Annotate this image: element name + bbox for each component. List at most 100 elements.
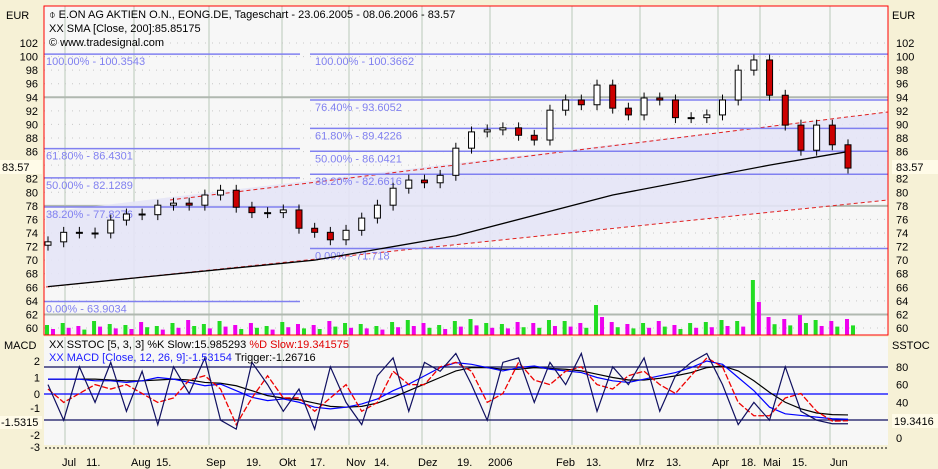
x-tick-label: 17. [310, 457, 325, 469]
volume-bar [641, 323, 646, 335]
candle-body [703, 114, 711, 119]
candle-body [656, 97, 664, 101]
volume-bar [600, 317, 605, 335]
y-tick-left: 72 [26, 242, 38, 254]
volume-bar [317, 329, 322, 335]
fib-label-right: 50.00% - 86.0421 [315, 153, 402, 165]
fib-label-right: 0.00% - 71.718 [315, 250, 390, 262]
volume-bar [766, 317, 771, 335]
x-tick-label: 13. [586, 457, 601, 469]
candle-body [609, 84, 617, 109]
volume-bar [280, 322, 285, 335]
volume-bar [66, 327, 71, 335]
volume-bar [647, 327, 652, 335]
candle-body [687, 117, 695, 120]
y-tick-left: 80 [26, 187, 38, 199]
candle-body [436, 174, 444, 184]
instrument-icon: ⌽ [49, 9, 59, 21]
candle-body [844, 144, 852, 169]
volume-bar [703, 322, 708, 335]
candle-body [311, 227, 319, 233]
x-tick-label: Mrz [636, 457, 654, 469]
volume-bar [343, 323, 348, 335]
fib-label-left: 61.80% - 86.4301 [46, 151, 133, 163]
x-tick-label: 14. [374, 457, 389, 469]
y-tick-right: 60 [896, 323, 908, 335]
macd-y-tick: -2 [30, 430, 40, 442]
volume-bar [468, 319, 473, 335]
candle-body [577, 99, 585, 106]
price-panel-border [43, 5, 889, 336]
y-tick-right: 74 [896, 228, 908, 240]
candle-body [75, 231, 83, 234]
volume-bar [333, 326, 338, 335]
x-tick-label: Okt [279, 457, 296, 469]
volume-bar [129, 329, 134, 335]
candle-body [122, 213, 130, 221]
volume-bar [139, 322, 144, 335]
y-tick-right: 86 [896, 147, 908, 159]
volume-bar [546, 320, 551, 335]
volume-bar [411, 326, 416, 335]
volume-bar [819, 326, 824, 335]
y-tick-right: 72 [896, 242, 908, 254]
candle-body [766, 59, 774, 96]
candle-body [546, 109, 554, 141]
channel-upper-line [169, 111, 889, 201]
candle-body [60, 231, 68, 243]
macd-y-tick: 0 [34, 389, 40, 401]
volume-bar [772, 324, 777, 335]
y-tick-right: 96 [896, 79, 908, 91]
volume-bar [113, 328, 118, 335]
y-tick-right: 94 [896, 92, 908, 104]
x-tick-label: Jul [62, 457, 76, 469]
sstoc-last-label: 19.3416 [894, 416, 934, 428]
chart-title: ⌽ E.ON AG AKTIEN O.N., EONG.DE, Tagescha… [49, 9, 456, 21]
volume-bar [421, 323, 426, 335]
candle-body [797, 124, 805, 151]
sstoc-legend[interactable]: XX SSTOC [5, 3, 3] %K Slow:15.985293 %D … [49, 339, 350, 351]
sma-200-line [47, 150, 849, 288]
volume-bar [672, 325, 677, 335]
candle-body [232, 189, 240, 208]
y-tick-left: 94 [26, 92, 38, 104]
candle-body [640, 97, 648, 116]
sstoc-d-line [47, 357, 849, 427]
candle-body [624, 107, 632, 116]
fib-label-right: 76.40% - 93.6052 [315, 102, 402, 114]
macd-y-tick: 1 [34, 373, 40, 385]
volume-bar [829, 321, 834, 335]
candle-body [342, 229, 350, 241]
volume-bar [217, 321, 222, 335]
volume-bar [688, 323, 693, 335]
volume-bar [349, 327, 354, 335]
volume-bar [239, 329, 244, 335]
volume-bar [484, 323, 489, 335]
volume-bar [531, 323, 536, 335]
x-tick-label: Feb [556, 457, 575, 469]
volume-bar [192, 326, 197, 335]
volume-bar [694, 327, 699, 335]
candle-body [201, 194, 209, 206]
volume-bar [207, 328, 212, 335]
candle-body [781, 94, 789, 126]
sma-legend[interactable]: XX SMA [Close, 200]:85.85175 [49, 23, 201, 35]
volume-bar [452, 321, 457, 335]
y-tick-left: 102 [20, 38, 38, 50]
volume-bar [709, 327, 714, 335]
volume-bar [735, 321, 740, 335]
last-price-left: 83.57 [2, 162, 30, 174]
volume-bar [286, 327, 291, 335]
candle-body [593, 84, 601, 106]
volume-bar [741, 326, 746, 335]
fib-label-right: 61.80% - 89.4226 [315, 130, 402, 142]
volume-bar [782, 319, 787, 335]
macd-legend[interactable]: XX MACD [Close, 12, 26, 9]:-1.53154 Trig… [49, 352, 316, 364]
x-tick-label: Mai [763, 457, 781, 469]
x-tick-label: 19. [246, 457, 261, 469]
volume-bar [427, 327, 432, 335]
y-tick-left: 70 [26, 255, 38, 267]
volume-bar [813, 320, 818, 335]
volume-bar [405, 320, 410, 335]
volume-bar [788, 325, 793, 335]
